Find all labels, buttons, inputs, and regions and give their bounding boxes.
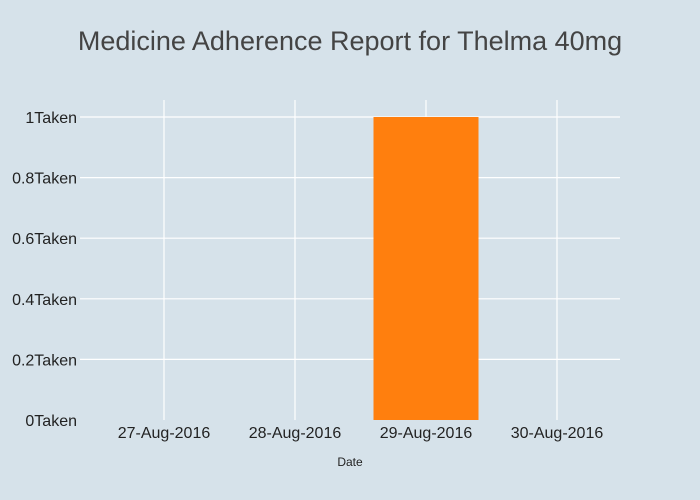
y-tick-labels: 0Taken 0.2Taken 0.4Taken 0.6Taken 0.8Taken 1T… — [12, 110, 77, 430]
x-tick-label: 29-Aug-2016 — [380, 425, 473, 442]
y-tick-label: 1Taken — [25, 110, 77, 127]
bar — [373, 117, 479, 420]
y-tick-label: 0.2Taken — [12, 352, 77, 369]
chart-title: Medicine Adherence Report for Thelma 40m… — [78, 26, 622, 56]
x-tick-label: 30-Aug-2016 — [511, 425, 604, 442]
y-tick-label: 0.6Taken — [12, 231, 77, 248]
y-tick-label: 0Taken — [25, 413, 77, 430]
x-tick-labels: 27-Aug-2016 28-Aug-2016 29-Aug-2016 30-Aug-… — [118, 425, 604, 442]
x-tick-label: 27-Aug-2016 — [118, 425, 211, 442]
x-tick-label: 28-Aug-2016 — [249, 425, 342, 442]
y-tick-label: 0.4Taken — [12, 292, 77, 309]
grid-layer — [80, 100, 620, 420]
y-tick-label: 0.8Taken — [12, 171, 77, 188]
x-axis-title: Date — [337, 455, 363, 469]
bar-layer — [373, 117, 479, 420]
